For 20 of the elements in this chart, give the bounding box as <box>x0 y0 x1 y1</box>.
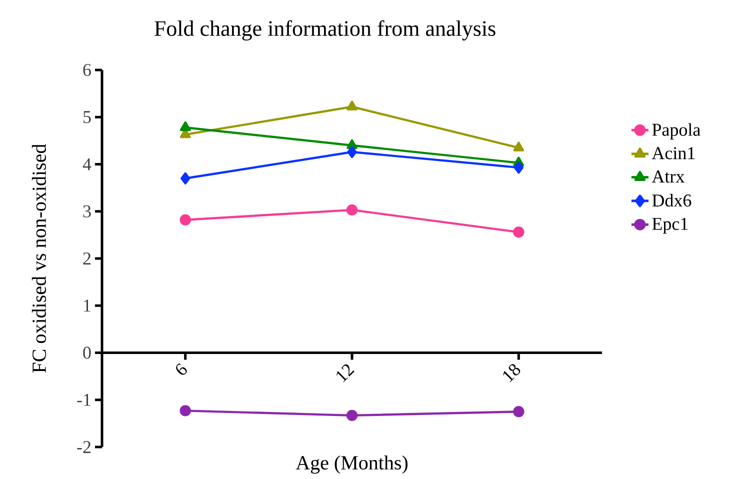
legend-label: Papola <box>652 123 700 140</box>
legend-label: Epc1 <box>652 218 688 234</box>
x-tick-label: 6 <box>176 363 187 375</box>
y-axis-title: FC oxidised vs non-oxidised <box>32 144 46 373</box>
y-tick-label: 0 <box>83 346 91 359</box>
legend-label: Ddx6 <box>652 194 692 207</box>
y-tick-label: -2 <box>77 441 90 453</box>
y-tick-label: 6 <box>83 64 91 76</box>
legend-label: Atrx <box>652 170 684 183</box>
x-tick-label: 12 <box>336 364 354 382</box>
y-tick-label: 4 <box>82 158 92 170</box>
y-tick-label: 3 <box>83 205 91 218</box>
chart-title: Fold change information from analysis <box>154 20 496 40</box>
y-tick-label: -1 <box>77 394 90 406</box>
legend-label: Acin1 <box>652 147 695 160</box>
y-tick-label: 5 <box>84 111 91 124</box>
x-tick-label: 18 <box>503 364 520 382</box>
x-axis-title: Age (Months) <box>296 456 408 474</box>
y-tick-label: 1 <box>84 300 90 312</box>
y-tick-label: 2 <box>83 252 90 264</box>
